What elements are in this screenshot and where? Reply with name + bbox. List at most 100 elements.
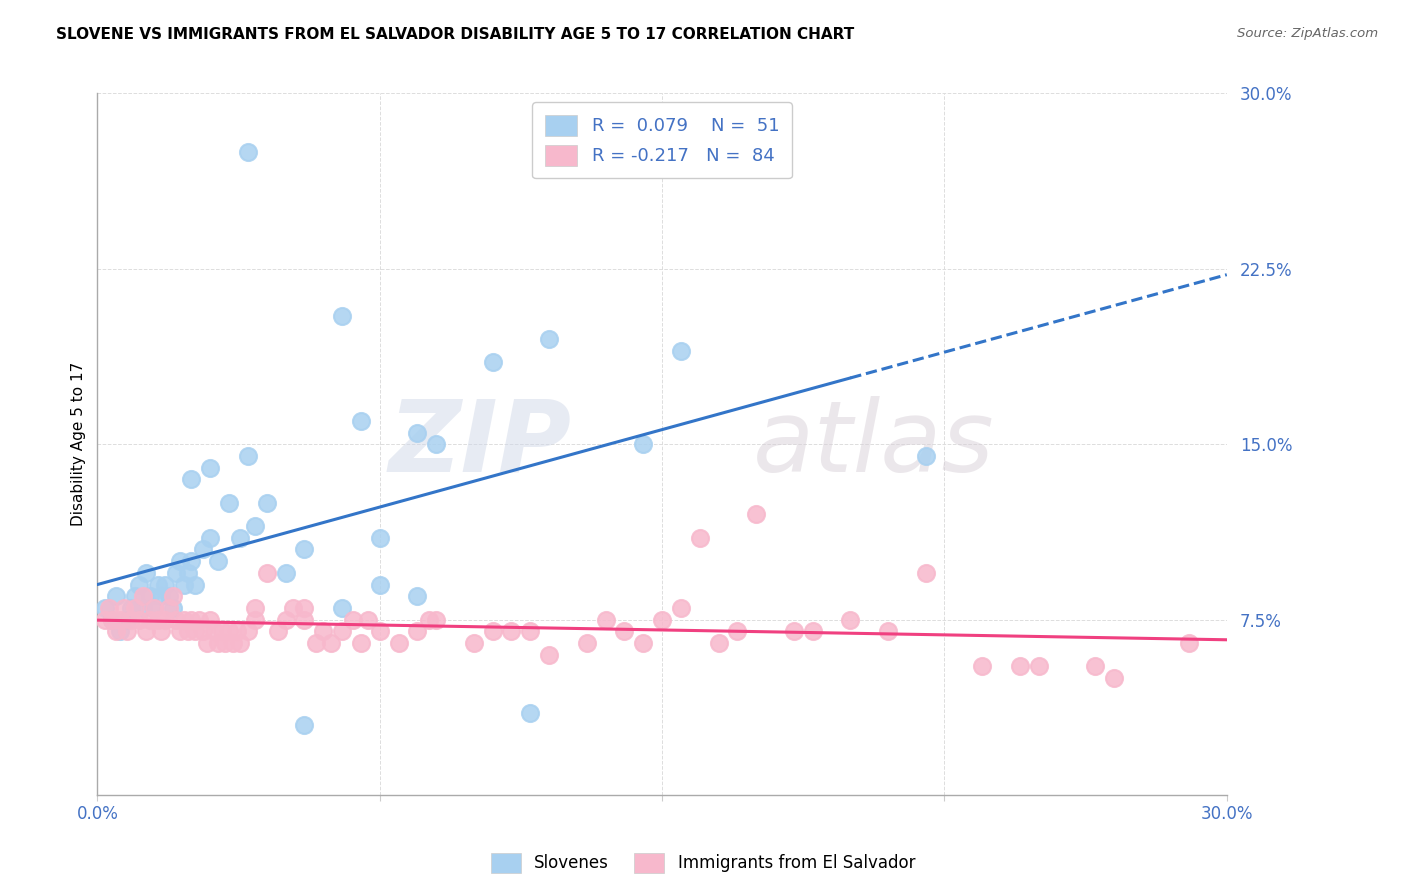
Point <box>218 496 240 510</box>
Point <box>108 613 131 627</box>
Point <box>501 624 523 639</box>
Point <box>631 636 654 650</box>
Point <box>146 577 169 591</box>
Point <box>225 624 247 639</box>
Point <box>200 531 222 545</box>
Point <box>1102 671 1125 685</box>
Point <box>191 542 214 557</box>
Text: ZIP: ZIP <box>388 396 572 492</box>
Point <box>783 624 806 639</box>
Point <box>162 601 184 615</box>
Point <box>229 531 252 545</box>
Point <box>613 624 636 639</box>
Point <box>236 145 259 159</box>
Point <box>1008 659 1031 673</box>
Point <box>274 613 297 627</box>
Point <box>312 624 335 639</box>
Point <box>162 589 184 603</box>
Point <box>229 636 252 650</box>
Point <box>191 624 214 639</box>
Point <box>245 613 267 627</box>
Point <box>180 613 202 627</box>
Point <box>330 309 353 323</box>
Point <box>211 624 233 639</box>
Point <box>150 589 173 603</box>
Point <box>319 636 342 650</box>
Point <box>105 589 128 603</box>
Point <box>281 601 304 615</box>
Point <box>350 414 373 428</box>
Point <box>236 624 259 639</box>
Point <box>184 624 207 639</box>
Point <box>202 624 225 639</box>
Point <box>157 589 180 603</box>
Point <box>294 718 316 732</box>
Point <box>165 613 187 627</box>
Point <box>256 566 278 580</box>
Point <box>94 601 117 615</box>
Point <box>689 531 711 545</box>
Point <box>101 613 124 627</box>
Point <box>120 613 142 627</box>
Point <box>173 613 195 627</box>
Point <box>575 636 598 650</box>
Point <box>368 531 391 545</box>
Point <box>669 343 692 358</box>
Point <box>707 636 730 650</box>
Point <box>305 636 328 650</box>
Point <box>124 601 146 615</box>
Point <box>131 601 153 615</box>
Point <box>1178 636 1201 650</box>
Point <box>387 636 409 650</box>
Point <box>538 332 561 346</box>
Point <box>538 648 561 662</box>
Text: Source: ZipAtlas.com: Source: ZipAtlas.com <box>1237 27 1378 40</box>
Point <box>188 613 211 627</box>
Point <box>631 437 654 451</box>
Point <box>481 624 503 639</box>
Point <box>120 601 142 615</box>
Point <box>153 577 176 591</box>
Point <box>128 577 150 591</box>
Point <box>274 566 297 580</box>
Point <box>1028 659 1050 673</box>
Point <box>207 554 229 568</box>
Point <box>112 601 135 615</box>
Point <box>94 613 117 627</box>
Point <box>108 624 131 639</box>
Point <box>177 624 200 639</box>
Point <box>180 472 202 486</box>
Point <box>1084 659 1107 673</box>
Point <box>294 613 316 627</box>
Point <box>142 601 165 615</box>
Point <box>97 601 120 615</box>
Point <box>169 624 191 639</box>
Point <box>200 613 222 627</box>
Point <box>350 636 373 650</box>
Point <box>425 613 447 627</box>
Point <box>128 613 150 627</box>
Y-axis label: Disability Age 5 to 17: Disability Age 5 to 17 <box>72 362 86 526</box>
Point <box>101 613 124 627</box>
Point <box>406 425 429 440</box>
Point <box>595 613 617 627</box>
Point <box>725 624 748 639</box>
Point <box>970 659 993 673</box>
Point <box>406 624 429 639</box>
Point <box>256 496 278 510</box>
Point <box>651 613 673 627</box>
Point <box>368 624 391 639</box>
Point <box>342 613 364 627</box>
Point <box>214 636 236 650</box>
Point <box>124 589 146 603</box>
Point <box>135 624 157 639</box>
Point <box>142 601 165 615</box>
Point <box>207 636 229 650</box>
Point <box>218 624 240 639</box>
Point <box>139 613 162 627</box>
Point <box>105 624 128 639</box>
Point <box>146 613 169 627</box>
Point <box>669 601 692 615</box>
Point <box>135 566 157 580</box>
Point <box>222 636 245 650</box>
